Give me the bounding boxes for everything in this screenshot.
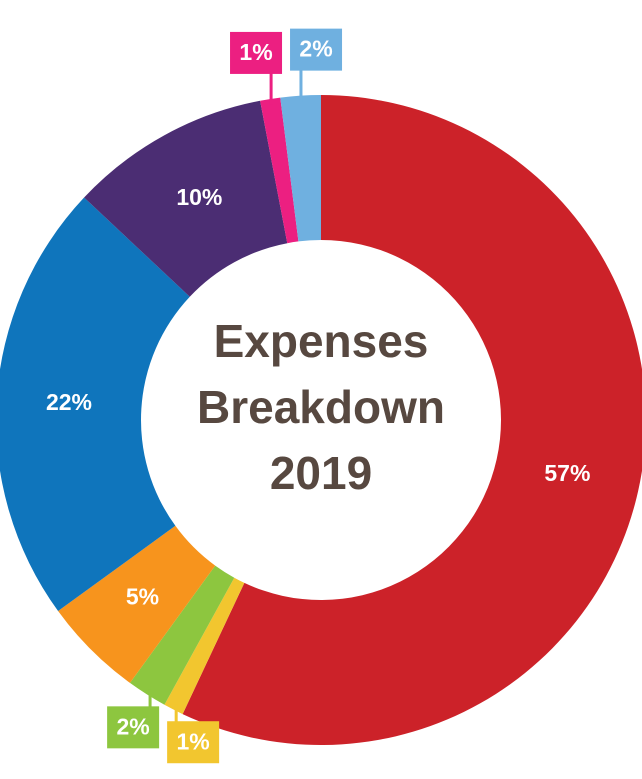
value-label: 57%: [544, 460, 590, 486]
label-box: [290, 28, 343, 71]
donut-segment: [84, 100, 288, 297]
label-box: [230, 31, 283, 74]
donut-segment: [0, 197, 190, 612]
value-label: 2%: [116, 713, 149, 739]
value-label: 10%: [176, 184, 222, 210]
donut-segment: [280, 95, 321, 242]
donut-segment: [182, 95, 642, 745]
label-box: [107, 706, 160, 749]
value-label: 5%: [126, 584, 159, 610]
donut-segment: [164, 577, 245, 715]
value-label: 1%: [239, 39, 272, 65]
label-box: [167, 721, 220, 764]
value-label: 2%: [299, 36, 332, 62]
value-label: 22%: [46, 389, 92, 415]
donut-segment: [260, 97, 299, 244]
donut-segment: [58, 525, 216, 683]
donut-segment: [129, 565, 235, 705]
value-label: 1%: [176, 728, 209, 754]
chart-title: Expenses Breakdown 2019: [197, 315, 445, 499]
